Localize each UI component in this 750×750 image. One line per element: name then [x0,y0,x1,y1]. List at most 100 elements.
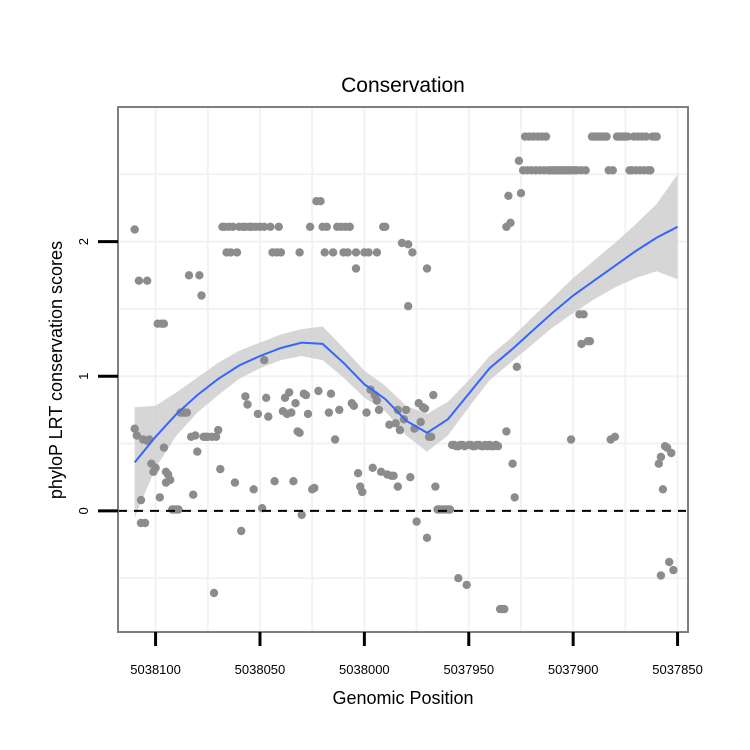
data-point [241,392,250,401]
data-point [368,463,377,472]
data-point [516,189,526,198]
data-point [230,478,240,487]
data-point [209,588,219,598]
data-point [579,310,588,319]
data-point [310,483,319,493]
data-point [429,390,438,400]
data-point [322,222,331,231]
data-point [608,166,617,175]
data-point [237,526,246,536]
data-point [151,463,160,472]
x-tick-label: 5038100 [130,662,181,677]
data-point [420,404,430,413]
data-point [566,435,576,444]
data-point [656,571,666,580]
data-point [197,291,206,300]
data-point [665,557,674,567]
data-point [504,191,513,200]
data-point [362,408,371,417]
data-point [274,222,283,231]
data-point [155,493,164,502]
data-point [289,477,298,486]
data-point [130,424,139,433]
data-point [174,505,183,514]
data-point [406,473,415,482]
data-point [493,442,503,451]
data-point [422,264,432,273]
data-point [314,386,323,396]
data-point [412,517,421,526]
data-point [385,420,394,429]
data-point [330,435,340,444]
data-point [658,485,668,494]
data-point [249,485,258,494]
data-point [159,443,169,452]
data-point [316,197,325,206]
data-point [581,166,590,175]
data-point [262,393,271,402]
data-point [353,469,363,478]
data-point [143,276,152,285]
data-point [408,248,417,257]
data-point [216,464,225,474]
y-tick-label: 2 [76,238,91,245]
data-point [320,248,329,257]
data-point [232,248,242,257]
data-point [416,417,425,427]
data-point [541,132,551,141]
data-point [303,409,313,419]
data-point [335,405,344,415]
data-point [654,459,663,468]
data-point [506,218,515,227]
data-point [669,565,678,575]
x-tick-label: 5037950 [443,662,494,677]
y-tick-label: 0 [76,507,91,514]
data-point [364,248,373,257]
panel-border [117,106,689,633]
data-point [431,482,440,491]
data-point [454,574,463,583]
data-point [324,408,334,417]
x-tick-label: 5038050 [235,662,286,677]
data-point [343,248,352,257]
data-point [577,339,586,349]
data-point [372,396,382,405]
data-point [345,222,354,231]
data-point [585,337,595,346]
data-point [514,156,524,165]
data-point [602,132,611,141]
x-tick-label: 5037900 [548,662,599,677]
data-point [652,132,661,141]
data-point [285,388,294,397]
data-point [656,452,666,462]
data-point [301,390,311,400]
data-point [391,419,400,428]
data-point [393,482,402,491]
data-point [214,425,223,435]
data-point [374,405,384,415]
data-point [401,405,411,415]
data-point [193,447,202,456]
data-point [393,405,402,415]
data-point [243,400,252,409]
y-axis-title: phyloP LRT conservation scores [46,241,66,499]
plot-panel [117,106,689,633]
data-point [389,471,398,480]
data-point [667,448,676,458]
data-point [623,132,632,141]
data-point [358,487,367,497]
data-point [130,225,139,234]
data-point [195,271,204,280]
x-axis-title: Genomic Position [332,688,473,708]
data-point [508,459,517,468]
data-point [140,518,150,528]
data-point [287,408,296,417]
data-point [184,271,194,280]
chart-title: Conservation [341,74,465,97]
data-point [260,222,269,231]
data-point [266,222,275,231]
data-point [642,132,651,141]
data-point [211,432,221,441]
x-axis: 5038100 5038050 5038000 5037950 5037900 50378… [130,632,703,677]
